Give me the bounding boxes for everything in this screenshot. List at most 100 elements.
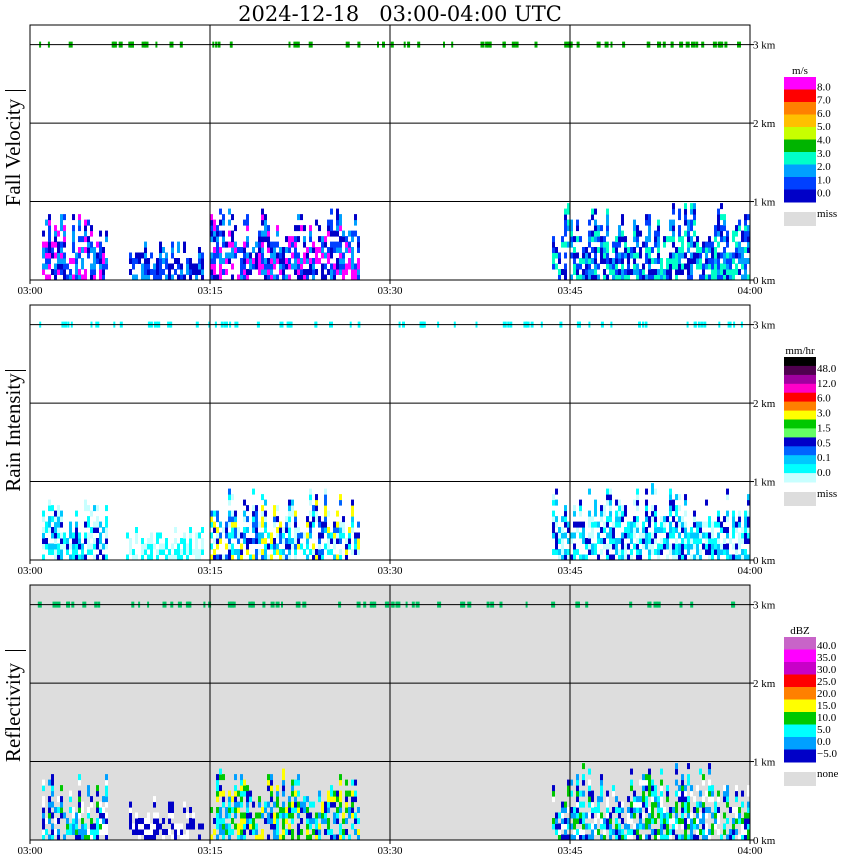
echo-cell xyxy=(306,807,309,813)
echo-cell xyxy=(690,812,693,819)
echo-cell xyxy=(291,538,294,544)
echo-cell xyxy=(591,527,594,533)
echo-cell xyxy=(348,812,351,819)
echo-cell xyxy=(555,543,558,550)
echo-cell xyxy=(321,807,324,813)
echo-cell xyxy=(726,801,729,808)
echo-cell xyxy=(687,779,690,786)
echo-cell xyxy=(681,263,684,270)
echo-cell xyxy=(354,532,357,539)
echo-cell xyxy=(354,549,357,555)
echo-cell xyxy=(579,532,582,539)
echo-cell xyxy=(261,219,264,226)
echo-cell xyxy=(555,812,558,819)
echo-cell xyxy=(153,818,156,824)
echo-cell xyxy=(312,269,315,275)
echo-cell xyxy=(591,549,594,555)
echo-cell xyxy=(567,538,570,544)
echo-cell xyxy=(258,247,261,253)
echo-cell xyxy=(63,543,66,550)
echo-cell xyxy=(261,258,264,264)
echo-cell xyxy=(672,241,675,248)
echo-cell xyxy=(696,823,699,830)
echo-cell xyxy=(708,549,711,555)
echo-cell xyxy=(60,796,63,803)
echo-cell xyxy=(90,527,93,533)
echo-cell xyxy=(687,812,690,819)
echo-cell xyxy=(147,818,150,824)
echo-cell xyxy=(573,505,576,512)
echo-cell xyxy=(552,532,555,539)
echo-cell xyxy=(216,532,219,539)
echo-cell xyxy=(153,274,156,281)
echo-cell xyxy=(42,241,45,248)
echo-cell xyxy=(618,236,621,243)
echo-cell xyxy=(213,538,216,544)
echo-cell xyxy=(210,834,213,841)
echo-cell xyxy=(321,247,324,253)
echo-cell xyxy=(651,796,654,803)
echo-cell xyxy=(186,269,189,275)
echo-cell xyxy=(279,532,282,539)
echo-cell xyxy=(159,263,162,270)
echo-cell xyxy=(225,521,228,528)
echo-cell xyxy=(48,263,51,270)
echo-cell xyxy=(651,543,654,550)
echo-cell xyxy=(651,488,654,495)
echo-cell xyxy=(285,527,288,533)
echo-cell xyxy=(624,527,627,533)
colorbar-swatch xyxy=(784,410,816,420)
echo-cell xyxy=(717,510,720,517)
echo-cell xyxy=(156,812,159,819)
echo-cell xyxy=(213,252,216,259)
echo-cell xyxy=(687,796,690,803)
echo-cell xyxy=(63,263,66,270)
echo-cell xyxy=(609,516,612,523)
echo-cell xyxy=(180,554,183,561)
echo-cell xyxy=(225,241,228,248)
echo-cell xyxy=(291,252,294,259)
echo-cell xyxy=(102,796,105,803)
echo-cell xyxy=(60,241,63,248)
echo-cell xyxy=(579,258,582,264)
echo-cell xyxy=(744,510,747,517)
echo-cell xyxy=(606,823,609,830)
echo-cell xyxy=(627,269,630,275)
echo-cell xyxy=(282,790,285,797)
echo-cell xyxy=(60,269,63,275)
echo-cell xyxy=(588,779,591,786)
echo-cell xyxy=(621,258,624,264)
echo-cell xyxy=(567,527,570,533)
echo-cell xyxy=(99,532,102,539)
echo-cell xyxy=(657,554,660,561)
echo-cell xyxy=(186,823,189,830)
echo-cell xyxy=(666,812,669,819)
echo-cell xyxy=(72,274,75,281)
echo-cell xyxy=(90,274,93,281)
echo-cell xyxy=(594,247,597,253)
echo-cell xyxy=(627,263,630,270)
echo-cell xyxy=(288,274,291,281)
echo-cell xyxy=(288,263,291,270)
echo-cell xyxy=(315,252,318,259)
echo-cell xyxy=(615,236,618,243)
echo-cell xyxy=(282,768,285,775)
echo-cell xyxy=(237,823,240,830)
echo-cell xyxy=(75,829,78,835)
echo-cell xyxy=(711,269,714,275)
echo-cell xyxy=(576,807,579,813)
echo-cell xyxy=(258,834,261,841)
echo-cell xyxy=(588,521,591,528)
echo-cell xyxy=(150,549,153,555)
echo-cell xyxy=(681,801,684,808)
echo-cell xyxy=(588,488,591,495)
echo-cell xyxy=(696,263,699,270)
echo-cell xyxy=(321,549,324,555)
echo-cell xyxy=(714,549,717,555)
echo-cell xyxy=(579,236,582,243)
echo-cell xyxy=(648,790,651,797)
echo-cell xyxy=(681,774,684,781)
echo-cell xyxy=(261,494,264,501)
echo-cell xyxy=(183,834,186,841)
echo-cell xyxy=(597,230,600,237)
